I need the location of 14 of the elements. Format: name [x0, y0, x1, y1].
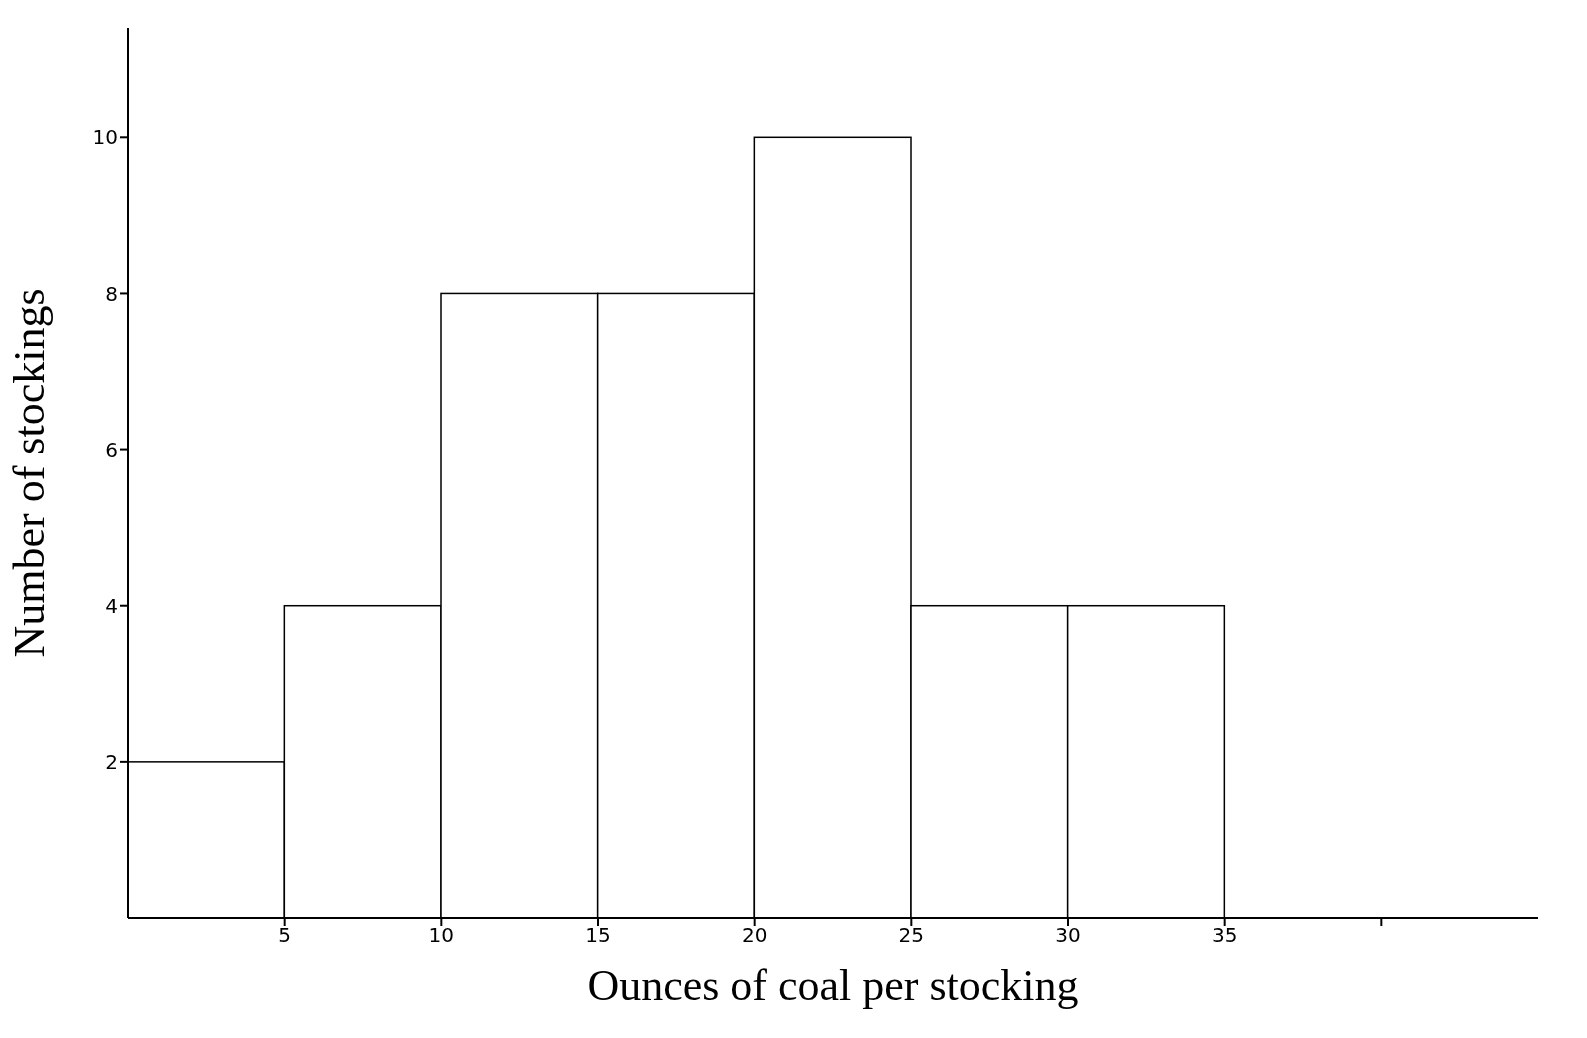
y-tick-label: 4	[105, 593, 118, 618]
y-axis-title: Number of stockings	[4, 288, 54, 658]
x-tick-label: 15	[585, 923, 611, 948]
x-tick-label: 5	[278, 923, 292, 948]
x-tick-label: 25	[898, 923, 925, 948]
x-tick-label: 10	[428, 923, 455, 948]
y-tick-label: 8	[105, 281, 118, 306]
x-tick-label: 35	[1211, 923, 1238, 948]
x-tick-label: 30	[1055, 923, 1081, 948]
y-tick-label: 6	[105, 437, 118, 462]
x-axis-title: Ounces of coal per stocking	[587, 961, 1079, 1010]
y-tick-label: 2	[105, 749, 118, 774]
x-tick-label: 20	[741, 923, 768, 948]
y-tick-label: 10	[92, 125, 118, 150]
